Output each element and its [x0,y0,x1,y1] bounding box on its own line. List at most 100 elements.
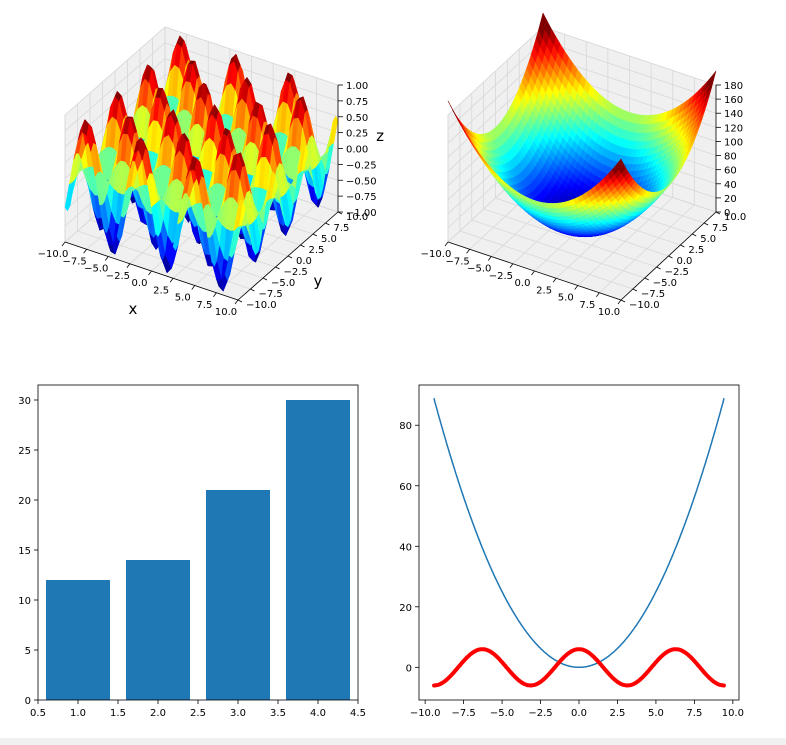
bar [126,560,190,700]
y-tick-mark [668,255,673,259]
x-tick-label: 2.5 [190,708,206,719]
gridline [577,197,674,286]
x-tick-mark [509,263,514,268]
x-tick-mark [83,249,87,254]
x-tick-label: −5.0 [84,264,108,275]
x-tick-label: −10.0 [421,249,452,260]
gridline [64,26,166,116]
series-line [432,647,726,688]
z-tick-label: 160 [724,95,743,106]
window-bottom-strip [0,738,786,745]
x-tick-label: 4.0 [310,708,326,719]
y-tick-label: 20 [18,496,31,507]
y-tick-label: −7.5 [259,289,283,300]
line-chart: −10.0 −7.5 −5.0 −2.5 0.0 2.5 5.0 7.5 10.0 0 20 40 60… [399,384,744,719]
y-tick-mark [287,255,293,259]
y-tick-label: −2.5 [284,267,308,278]
bar [46,580,110,700]
y-tick-label: 2.5 [309,245,325,256]
z-tick-label: 40 [724,180,737,191]
x-tick-label: −7.5 [451,708,475,719]
x-tick-label: −10.0 [38,249,69,260]
z-tick-label: 120 [724,123,743,134]
y-tick-label: 10.0 [724,212,746,223]
gridline [447,26,544,116]
y-tick-label: 40 [399,542,412,553]
y-tick-label: −5.0 [271,278,295,289]
y-tick-mark [692,233,697,237]
gridline [542,40,717,100]
z-tick-label: −0.75 [346,192,377,203]
x-tick-mark [487,256,492,261]
x-tick-mark [466,249,470,254]
y-tick-label: 2.5 [688,245,704,256]
gridline [542,26,717,86]
z-tick-label: 180 [724,81,743,92]
gridline [599,204,695,294]
x-tick-mark [234,299,239,305]
y-tick-label: 5.0 [321,234,337,245]
gridline [164,26,339,86]
y-tick-label: 7.5 [712,223,728,234]
y-tick-label: 0 [406,663,412,674]
z-tick-label: 0.25 [346,129,368,140]
z-tick-label: 60 [724,166,737,177]
x-tick-label: 4.5 [350,708,366,719]
y-tick-mark [703,222,709,226]
y-tick-mark [644,277,649,281]
x-tick-label: −7.5 [62,256,86,267]
y-tick-label: −5.0 [653,278,677,289]
gridline [64,42,166,132]
x-tick-mark [552,278,557,283]
surface-mesh [64,35,339,292]
y-tick-mark [632,288,638,292]
surface-plot-paraboloid: −10.0−7.5−5.0−2.50.02.55.07.510.0−10.0−7… [421,12,746,318]
x-tick-mark [213,292,217,297]
z-tick-label: 0 [724,208,730,219]
x-tick-mark [574,285,579,290]
x-tick-mark [126,263,131,268]
y-tick-label: −10.0 [246,300,277,311]
x-tick-label: 10.0 [722,708,744,719]
surface1-xlabel: x [129,300,138,318]
x-tick-label: 0.5 [30,708,46,719]
z-tick-label: −0.50 [346,176,377,187]
y-tick-mark [325,222,330,226]
y-tick-mark [250,288,255,292]
z-tick-label: 0.75 [346,97,368,108]
x-tick-mark [61,241,66,247]
z-tick-label: 0.00 [346,145,368,156]
z-tick-label: 0.50 [346,113,368,124]
x-tick-label: −2.5 [489,271,513,282]
z-tick-label: 100 [724,137,743,148]
z-tick-label: 20 [724,194,737,205]
x-tick-mark [104,256,109,261]
x-tick-label: 2.5 [610,708,626,719]
x-tick-label: 1.5 [110,708,126,719]
gridline [216,204,317,294]
x-tick-label: 7.5 [579,300,595,311]
surface-patch [616,158,624,170]
x-tick-label: 0.0 [571,708,587,719]
z-tick-label: −0.25 [346,160,377,171]
y-tick-mark [275,266,280,270]
y-tick-mark [312,233,318,237]
y-tick-label: 0.0 [296,256,312,267]
x-tick-label: 5.0 [648,708,664,719]
y-tick-mark [237,299,243,303]
x-tick-label: 5.0 [558,293,574,304]
x-tick-label: −2.5 [528,708,552,719]
x-tick-label: 7.5 [686,708,702,719]
bar-chart: 0.5 1.0 1.5 2.0 2.5 3.0 3.5 4.0 4.5 0 5 10 15 20 25 30 [18,384,366,719]
x-tick-label: 10.0 [215,307,237,318]
x-tick-label: −7.5 [445,256,469,267]
x-tick-label: 3.5 [270,708,286,719]
y-tick-mark [680,244,685,248]
x-tick-mark [596,292,600,297]
z-tick-label: 1.00 [346,81,368,92]
y-tick-label: 10 [18,596,31,607]
x-tick-label: 2.5 [153,285,169,296]
x-tick-label: 5.0 [175,293,191,304]
y-tick-label: 15 [18,546,31,557]
